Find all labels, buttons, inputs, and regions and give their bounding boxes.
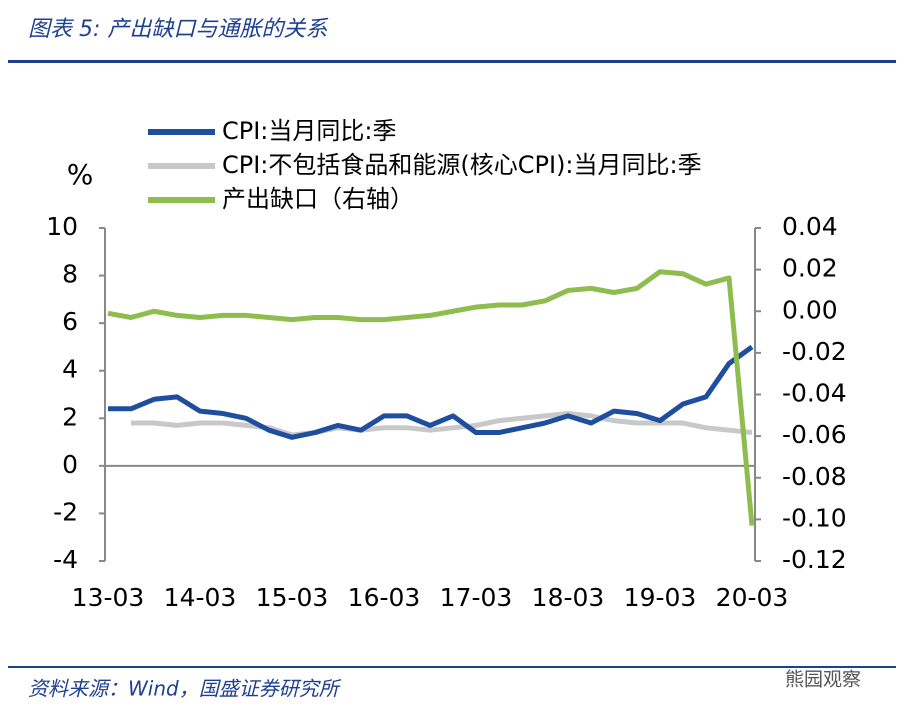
x-tick-label: 16-03 <box>348 583 421 612</box>
chart-title: 图表 5: 产出缺口与通胀的关系 <box>28 17 329 42</box>
series-line <box>131 411 753 438</box>
y-tick-label: 8 <box>62 260 78 289</box>
series-line <box>107 269 755 526</box>
y2-tick-label: 0.04 <box>782 212 838 241</box>
source: 资料来源：Wind，国盛证券研究所 <box>28 677 342 701</box>
x-tick-label: 14-03 <box>164 583 237 612</box>
legend-label: CPI:不包括食品和能源(核心CPI):当月同比:季 <box>222 151 702 179</box>
y-tick-label: -2 <box>53 497 78 526</box>
x-tick-label: 15-03 <box>256 583 329 612</box>
y-tick-label: 6 <box>62 307 78 336</box>
x-tick-label: 19-03 <box>624 583 697 612</box>
x-tick-label: 17-03 <box>440 583 513 612</box>
y-tick-label: 10 <box>46 212 78 241</box>
y2-tick-label: -0.12 <box>782 545 847 574</box>
y2-tick-label: -0.06 <box>782 420 847 449</box>
y2-tick-label: -0.08 <box>782 462 847 491</box>
y2-tick-label: 0.00 <box>782 295 838 324</box>
y-tick-label: 0 <box>62 450 78 479</box>
series-line <box>108 344 754 440</box>
y-tick-label: 2 <box>62 402 78 431</box>
source-rule <box>8 666 896 668</box>
watermark: 熊园观察 <box>785 669 861 691</box>
x-tick-label: 18-03 <box>532 583 605 612</box>
x-tick-label: 13-03 <box>72 583 145 612</box>
y2-tick-label: -0.04 <box>782 379 847 408</box>
y-axis-label: % <box>67 158 94 191</box>
y-tick-label: -4 <box>53 545 78 574</box>
x-tick-label: 20-03 <box>716 583 789 612</box>
y2-tick-label: -0.02 <box>782 337 847 366</box>
y2-tick-label: -0.10 <box>782 503 847 532</box>
legend-label: CPI:当月同比:季 <box>222 117 396 145</box>
legend-label: 产出缺口（右轴） <box>222 185 414 213</box>
y-tick-label: 4 <box>62 355 78 384</box>
y2-tick-label: 0.02 <box>782 254 838 283</box>
title-rule <box>8 60 896 63</box>
